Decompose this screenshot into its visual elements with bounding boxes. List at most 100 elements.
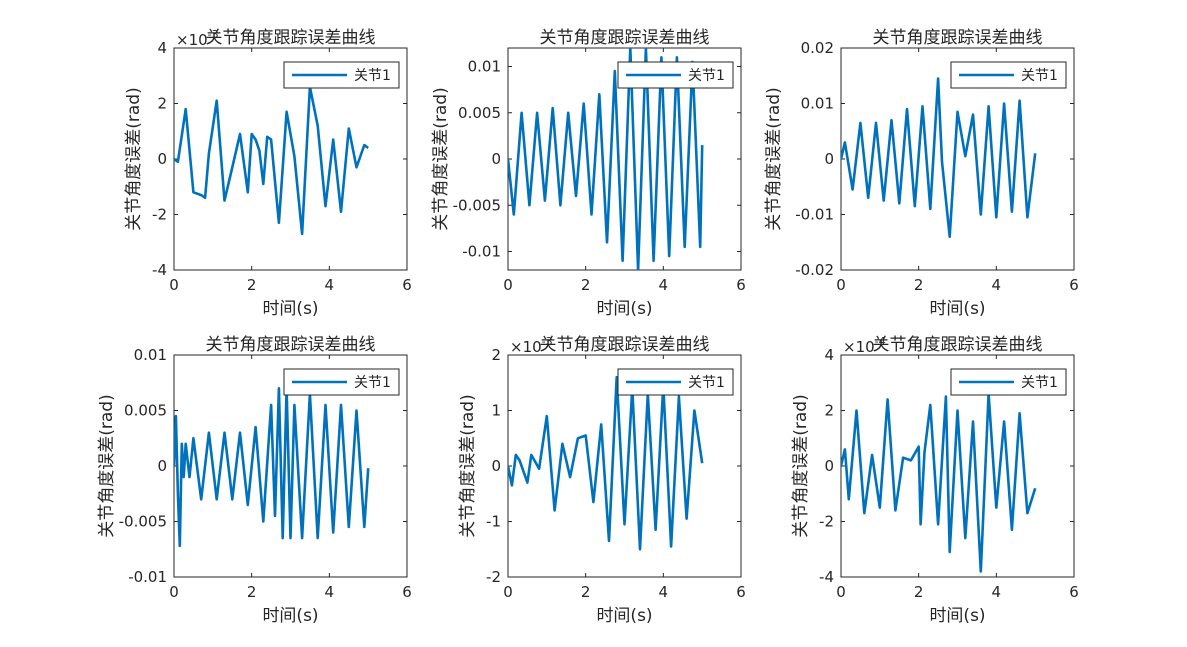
exponent-base: 10: [523, 338, 542, 356]
y-tick-label: 0.01: [468, 58, 501, 76]
x-tick-label: 2: [581, 583, 591, 601]
y-tick-label: -1: [486, 513, 501, 531]
y-tick-label: 2: [491, 346, 501, 364]
exponent-label: ×10-4: [843, 335, 886, 356]
y-tick-label: -0.01: [462, 243, 501, 261]
y-axis-label: 关节角度误差(rad): [124, 87, 144, 230]
series-line-1: [508, 48, 704, 270]
x-tick-label: 6: [1069, 276, 1079, 294]
x-tick-label: 4: [325, 276, 335, 294]
exponent-label: ×10-3: [510, 335, 553, 356]
y-tick-label: -0.02: [795, 261, 834, 279]
legend-label: 关节1: [354, 375, 391, 391]
x-tick-label: 6: [736, 583, 746, 601]
legend-label: 关节1: [688, 68, 725, 84]
y-tick-label: -4: [152, 261, 167, 279]
y-tick-label: 4: [824, 346, 834, 364]
x-tick-label: 6: [402, 583, 412, 601]
exponent-base: 10: [856, 338, 875, 356]
legend-label: 关节1: [688, 375, 725, 391]
x-tick-label: 2: [914, 276, 924, 294]
y-axis-label: 关节角度误差(rad): [431, 87, 451, 230]
y-tick-label: -2: [819, 513, 834, 531]
chart-title: 关节角度跟踪误差曲线: [540, 28, 710, 48]
x-tick-label: 0: [503, 276, 513, 294]
x-axis-label: 时间(s): [596, 606, 652, 626]
x-tick-label: 0: [836, 583, 846, 601]
x-tick-label: 4: [992, 276, 1002, 294]
x-tick-label: 0: [169, 583, 179, 601]
x-axis-label: 时间(s): [929, 606, 985, 626]
y-tick-label: 2: [157, 95, 167, 113]
y-axis-label: 关节角度误差(rad): [97, 394, 117, 537]
series-line-1: [174, 386, 370, 548]
x-axis-label: 时间(s): [929, 299, 985, 319]
x-tick-label: 2: [247, 583, 257, 601]
y-tick-label: -4: [819, 568, 834, 586]
exponent-multiplier: ×: [843, 338, 856, 356]
y-tick-label: 0: [157, 457, 167, 475]
x-tick-label: 4: [659, 276, 669, 294]
y-tick-label: 0.01: [134, 346, 167, 364]
series-line-1: [174, 85, 369, 236]
y-tick-label: 0.01: [801, 95, 834, 113]
y-tick-label: -0.01: [795, 206, 834, 224]
series-line-1: [841, 392, 1037, 573]
series-line-1: [508, 375, 704, 551]
y-tick-label: 4: [157, 39, 167, 57]
y-tick-label: -2: [486, 568, 501, 586]
legend-label: 关节1: [1021, 375, 1058, 391]
y-tick-label: -2: [152, 206, 167, 224]
y-tick-label: 0.005: [124, 402, 167, 420]
y-tick-label: 0: [824, 457, 834, 475]
x-tick-label: 0: [836, 276, 846, 294]
x-tick-label: 0: [503, 583, 513, 601]
x-axis-label: 时间(s): [262, 299, 318, 319]
y-tick-label: -0.005: [453, 196, 501, 214]
chart-title: 关节角度跟踪误差曲线: [206, 28, 376, 48]
subplot-2: 0 2 4 6 -0.01 -0.005 0 0.005 0.01 关节角度跟踪误差曲线时间(s)…: [431, 28, 746, 319]
y-tick-label: 1: [491, 402, 501, 420]
exponent-power: -3: [208, 28, 219, 41]
y-tick-label: 2: [824, 402, 834, 420]
x-tick-label: 4: [659, 583, 669, 601]
y-axis-label: 关节角度误差(rad): [764, 87, 784, 230]
exponent-power: -3: [542, 335, 553, 348]
y-tick-label: 0.02: [801, 39, 834, 57]
x-tick-label: 6: [1069, 583, 1079, 601]
y-tick-label: 0: [491, 457, 501, 475]
x-tick-label: 0: [169, 276, 179, 294]
exponent-base: 10: [189, 31, 208, 49]
subplot-4: 0 2 4 6 -0.01 -0.005 0 0.005 0.01 关节角度跟踪误差曲线时间(s)…: [97, 335, 412, 626]
exponent-multiplier: ×: [176, 31, 189, 49]
x-tick-label: 4: [992, 583, 1002, 601]
legend-label: 关节1: [1021, 68, 1058, 84]
y-axis-label: 关节角度误差(rad): [791, 394, 811, 537]
x-tick-label: 4: [325, 583, 335, 601]
exponent-multiplier: ×: [510, 338, 523, 356]
exponent-label: ×10-3: [176, 28, 219, 49]
y-axis-label: 关节角度误差(rad): [458, 394, 478, 537]
exponent-power: -4: [875, 335, 886, 348]
chart-title: 关节角度跟踪误差曲线: [873, 335, 1043, 355]
x-tick-label: 6: [402, 276, 412, 294]
x-tick-label: 6: [736, 276, 746, 294]
chart-title: 关节角度跟踪误差曲线: [206, 335, 376, 355]
y-tick-label: -0.01: [128, 568, 167, 586]
x-tick-label: 2: [247, 276, 257, 294]
y-tick-label: -0.005: [119, 513, 167, 531]
legend-label: 关节1: [354, 68, 391, 84]
y-tick-label: 0.005: [458, 104, 501, 122]
chart-title: 关节角度跟踪误差曲线: [873, 28, 1043, 48]
series-line-1: [841, 77, 1037, 238]
y-tick-label: 0: [491, 150, 501, 168]
chart-title: 关节角度跟踪误差曲线: [540, 335, 710, 355]
x-tick-label: 2: [914, 583, 924, 601]
x-axis-label: 时间(s): [262, 606, 318, 626]
y-tick-label: 0: [157, 150, 167, 168]
